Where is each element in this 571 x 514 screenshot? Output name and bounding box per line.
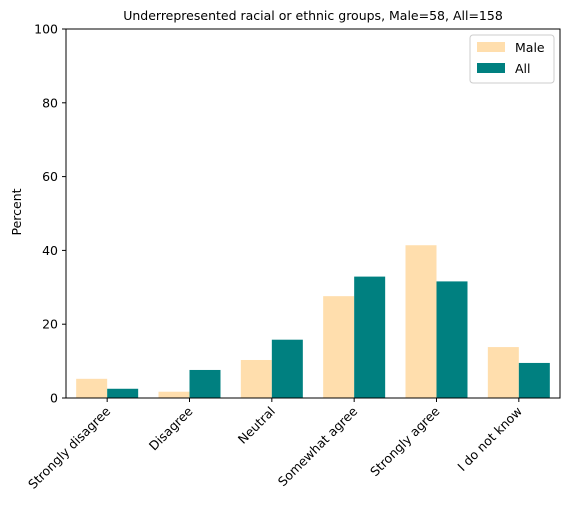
x-tick-label-2: Neutral bbox=[235, 404, 278, 447]
plot-frame bbox=[65, 28, 561, 399]
bars-group bbox=[76, 245, 550, 398]
legend-label-male: Male bbox=[515, 40, 545, 55]
bar-male-0 bbox=[76, 378, 108, 398]
bar-male-3 bbox=[323, 296, 355, 398]
y-tick-label-3: 60 bbox=[42, 169, 58, 184]
bar-male-4 bbox=[405, 245, 437, 398]
legend-swatch-all bbox=[477, 63, 505, 73]
bar-all-5 bbox=[518, 362, 550, 398]
bar-male-2 bbox=[240, 359, 272, 398]
y-tick-label-5: 100 bbox=[34, 22, 58, 37]
bar-all-3 bbox=[354, 276, 386, 398]
y-axis-label: Percent bbox=[9, 188, 24, 235]
y-tick-label-0: 0 bbox=[50, 391, 58, 406]
x-tick-label-4: Strongly agree bbox=[367, 403, 443, 479]
legend-swatch-male bbox=[477, 42, 505, 52]
bar-male-5 bbox=[487, 347, 519, 398]
x-tick-label-3: Somewhat agree bbox=[275, 403, 361, 489]
x-axis: Strongly disagree Disagree NeutralSomewhat… bbox=[25, 398, 525, 492]
x-tick-label-0: Strongly disagree bbox=[25, 403, 113, 491]
bar-male-1 bbox=[158, 391, 190, 398]
legend-label-all: All bbox=[515, 61, 531, 76]
y-axis: 0 20 40 60 80 100 bbox=[34, 22, 66, 406]
legend: Male All bbox=[469, 34, 555, 84]
y-tick-label-2: 40 bbox=[42, 243, 58, 258]
chart-title: Underrepresented racial or ethnic groups… bbox=[123, 8, 503, 23]
x-tick-label-1: Disagree bbox=[146, 403, 196, 453]
bar-all-4 bbox=[436, 281, 468, 398]
bar-all-0 bbox=[107, 388, 139, 398]
bar-all-1 bbox=[189, 369, 221, 398]
y-tick-label-1: 20 bbox=[42, 317, 58, 332]
bar-all-2 bbox=[271, 339, 303, 398]
y-tick-label-4: 80 bbox=[42, 95, 58, 110]
x-tick-label-5: I do not know bbox=[454, 404, 525, 475]
